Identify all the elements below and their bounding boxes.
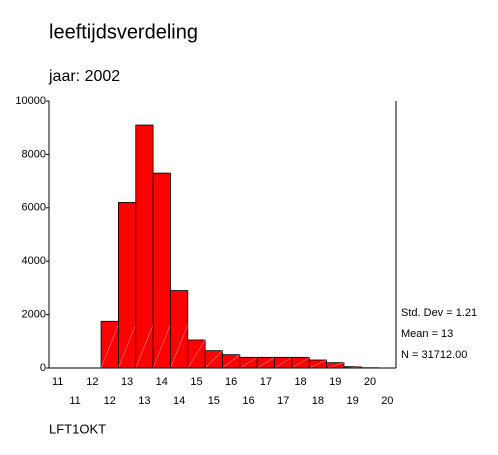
x-tick-label: 19 <box>347 395 359 407</box>
bar-hatch <box>291 357 310 369</box>
bar-hatch <box>239 357 258 369</box>
bar-hatch <box>100 324 119 369</box>
bar-hatch <box>187 339 206 369</box>
x-tick-label: 13 <box>138 395 150 407</box>
bar-hatch <box>222 354 241 369</box>
x-tick-label: 12 <box>86 376 98 388</box>
x-tick-label: 17 <box>277 395 289 407</box>
x-tick-label: 17 <box>260 376 272 388</box>
bar-hatch <box>309 359 327 369</box>
bar-hatch <box>170 324 189 369</box>
bar-hatch <box>135 324 154 369</box>
x-tick-label: 18 <box>312 395 324 407</box>
x-tick-label: 13 <box>121 376 133 388</box>
x-tick-label: 16 <box>242 395 254 407</box>
chart-title: leeftijdsverdeling <box>49 21 198 43</box>
y-tick-label: 0 <box>40 362 46 374</box>
y-tick-label: 2000 <box>22 309 46 321</box>
x-tick-label: 20 <box>381 395 393 407</box>
x-tick-label: 14 <box>173 395 185 407</box>
x-tick-label: 16 <box>225 376 237 388</box>
y-tick-label: 10000 <box>15 95 46 107</box>
bar-hatch <box>204 350 223 369</box>
bar <box>152 172 171 369</box>
x-tick-label: 12 <box>104 395 116 407</box>
x-tick-label: 14 <box>156 376 168 388</box>
bar-hatch <box>326 362 345 369</box>
x-tick-label: 11 <box>69 395 80 407</box>
x-axis-label: LFT1OKT <box>49 421 106 436</box>
bar-hatch <box>118 324 137 369</box>
stat-label: Std. Dev = 1.21 <box>401 307 477 319</box>
bar-hatch <box>274 357 293 369</box>
y-tick-label: 8000 <box>22 148 46 160</box>
stat-label: Mean = 13 <box>401 328 453 340</box>
x-tick-label: 11 <box>52 376 63 388</box>
x-tick-label: 19 <box>329 376 341 388</box>
stat-label: N = 31712.00 <box>401 349 467 361</box>
x-tick-label: 15 <box>208 395 220 407</box>
bar <box>170 290 189 369</box>
x-tick-label: 20 <box>364 376 376 388</box>
bar <box>118 202 137 369</box>
bar-hatch <box>257 357 275 369</box>
x-tick-label: 18 <box>294 376 306 388</box>
chart-subtitle: jaar: 2002 <box>48 68 120 85</box>
y-tick-label: 4000 <box>22 255 46 267</box>
bar-hatch <box>152 324 171 369</box>
x-tick-label: 15 <box>190 376 202 388</box>
y-tick-label: 6000 <box>22 202 46 214</box>
